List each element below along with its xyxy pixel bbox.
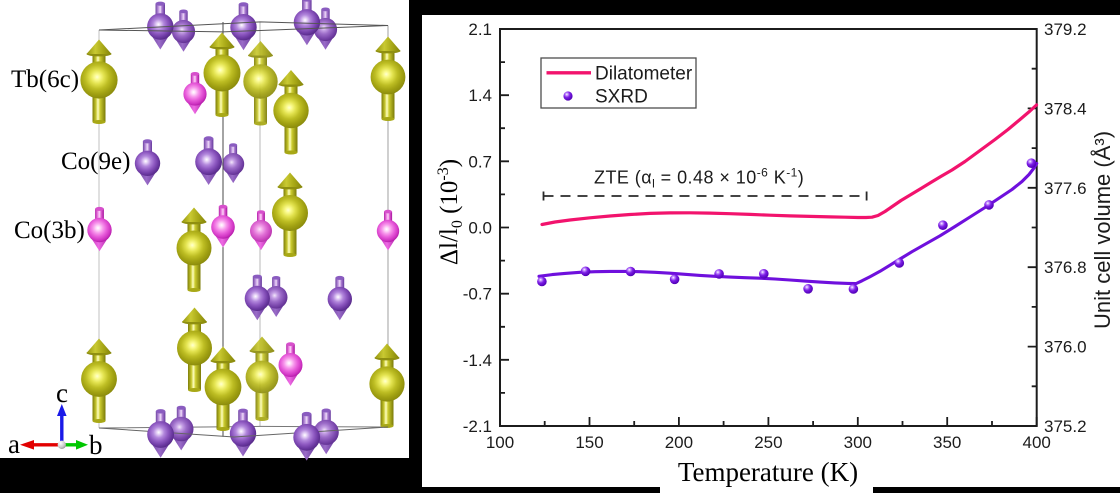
svg-text:377.6: 377.6 [1044,179,1087,198]
svg-text:0.7: 0.7 [468,152,492,171]
svg-text:Dilatometer: Dilatometer [595,63,693,84]
svg-text:350: 350 [933,433,961,452]
svg-text:ZTE (αl = 0.48 × 10-6 K-1): ZTE (αl = 0.48 × 10-6 K-1) [594,166,804,191]
svg-text:a: a [8,429,20,459]
svg-text:150: 150 [575,433,603,452]
svg-text:c: c [56,378,68,408]
svg-text:SXRD: SXRD [595,87,648,108]
svg-text:Co(9e): Co(9e) [61,148,130,175]
svg-text:-2.1: -2.1 [463,417,492,436]
svg-text:-0.7: -0.7 [463,285,492,304]
svg-text:100: 100 [486,433,514,452]
svg-text:0.0: 0.0 [468,219,492,238]
svg-text:379.2: 379.2 [1044,20,1087,39]
svg-text:b: b [89,430,103,460]
svg-text:Unit cell volume (Å³): Unit cell volume (Å³) [1090,131,1115,329]
svg-text:400: 400 [1023,433,1051,452]
svg-text:376.0: 376.0 [1044,338,1087,357]
svg-text:Temperature (K): Temperature (K) [678,457,858,487]
svg-text:300: 300 [844,433,872,452]
svg-text:376.8: 376.8 [1044,258,1087,277]
svg-text:250: 250 [754,433,782,452]
svg-text:-1.4: -1.4 [463,351,492,370]
svg-text:1.4: 1.4 [468,86,492,105]
svg-text:2.1: 2.1 [468,20,492,39]
svg-text:375.2: 375.2 [1044,417,1087,436]
svg-text:Co(3b): Co(3b) [14,217,85,244]
svg-text:378.4: 378.4 [1044,99,1087,118]
svg-text:Tb(6c): Tb(6c) [11,66,79,93]
svg-text:200: 200 [665,433,693,452]
